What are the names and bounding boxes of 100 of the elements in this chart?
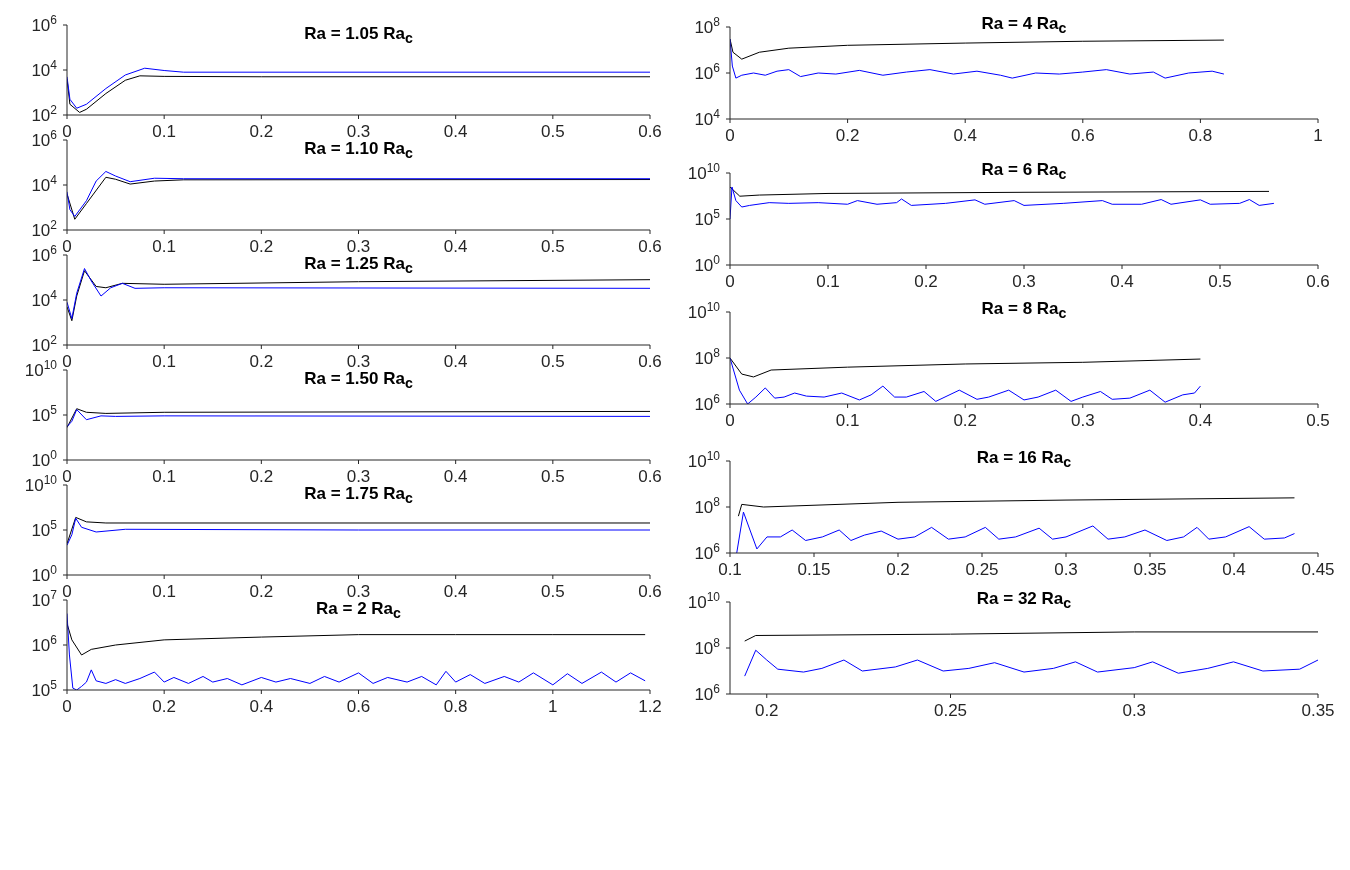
x-tick-label: 0.6 bbox=[1306, 272, 1330, 291]
x-tick-label: 0.4 bbox=[443, 467, 468, 486]
chart-title: Ra = 1.05 Ra$_{c}$ bbox=[303, 24, 414, 47]
chart-title: Ra = 1.75 Ra$_{c}$ bbox=[304, 484, 413, 507]
y-tick-label: 10$^{5}$ bbox=[694, 207, 721, 229]
x-tick-label: 0.5 bbox=[541, 582, 565, 601]
y-tick-label: 10$^{10}$ bbox=[687, 449, 721, 471]
x-tick-label: 0.3 bbox=[1054, 560, 1078, 579]
x-tick-label: 0.3 bbox=[346, 582, 371, 601]
y-tick-label: 10$^{6}$ bbox=[694, 61, 721, 83]
line-series bbox=[67, 623, 646, 656]
x-tick-label: 0.4 bbox=[1222, 560, 1246, 579]
y-tick-label: 10$^{5}$ bbox=[31, 678, 58, 700]
x-tick-label: 0.2 bbox=[249, 582, 274, 601]
chart-title: Ra = 6 Ra$_{c}$ bbox=[980, 160, 1068, 183]
y-tick-label: 10$^{4}$ bbox=[694, 107, 721, 129]
line-series bbox=[744, 649, 1318, 677]
x-tick-label: 0 bbox=[725, 272, 735, 291]
y-tick-label: 10$^{8}$ bbox=[694, 495, 721, 517]
x-tick-label: 0.3 bbox=[346, 237, 371, 256]
chart-title: Ra = 1.10 Ra$_{c}$ bbox=[304, 139, 413, 162]
x-tick-label: 0 bbox=[62, 467, 72, 486]
x-tick-label: 0.45 bbox=[1301, 560, 1335, 579]
line-series bbox=[730, 357, 1201, 378]
x-tick-label: 0.5 bbox=[1208, 272, 1232, 291]
x-tick-label: 0.2 bbox=[249, 237, 274, 256]
x-tick-label: 0.6 bbox=[638, 237, 662, 256]
y-tick-label: 10$^{2}$ bbox=[31, 103, 58, 125]
y-tick-label: 10$^{5}$ bbox=[31, 403, 58, 425]
x-tick-label: 0.1 bbox=[835, 411, 860, 430]
x-tick-label: 0.2 bbox=[953, 411, 978, 430]
x-tick-label: 0 bbox=[62, 352, 72, 371]
y-tick-label: 10$^{7}$ bbox=[31, 588, 58, 610]
x-tick-label: 0.4 bbox=[1110, 272, 1134, 291]
x-tick-label: 0.3 bbox=[346, 352, 371, 371]
y-tick-label: 10$^{0}$ bbox=[694, 253, 721, 275]
x-tick-label: 0 bbox=[62, 697, 72, 716]
y-tick-label: 10$^{5}$ bbox=[31, 518, 58, 540]
x-tick-label: 0.5 bbox=[1306, 411, 1330, 430]
x-tick-label: 0.2 bbox=[914, 272, 938, 291]
x-tick-label: 0.4 bbox=[953, 126, 978, 145]
x-tick-label: 0.1 bbox=[152, 122, 176, 141]
y-tick-label: 10$^{10}$ bbox=[24, 358, 58, 380]
y-tick-label: 10$^{10}$ bbox=[687, 161, 721, 183]
y-tick-label: 10$^{4}$ bbox=[31, 58, 58, 80]
line-series bbox=[744, 631, 1318, 642]
x-tick-label: 0.35 bbox=[1301, 701, 1335, 720]
x-tick-label: 1.2 bbox=[638, 697, 662, 716]
x-tick-label: 0.1 bbox=[152, 237, 176, 256]
chart-title: Ra = 4 Ra$_{c}$ bbox=[980, 14, 1068, 37]
x-tick-label: 0.1 bbox=[718, 560, 742, 579]
chart-title: Ra = 1.50 Ra$_{c}$ bbox=[304, 369, 413, 392]
y-tick-label: 10$^{8}$ bbox=[694, 636, 721, 658]
x-tick-label: 0.4 bbox=[1188, 411, 1213, 430]
y-tick-label: 10$^{6}$ bbox=[31, 243, 58, 265]
x-tick-label: 0.4 bbox=[443, 122, 468, 141]
line-series bbox=[67, 176, 650, 220]
line-series bbox=[730, 186, 1270, 197]
x-tick-label: 0.6 bbox=[638, 122, 662, 141]
x-tick-label: 0.4 bbox=[249, 697, 274, 716]
x-tick-label: 0.6 bbox=[638, 352, 662, 371]
y-tick-label: 10$^{4}$ bbox=[31, 288, 58, 310]
x-tick-label: 0.6 bbox=[346, 697, 371, 716]
y-tick-label: 10$^{6}$ bbox=[694, 682, 721, 704]
line-series bbox=[67, 170, 650, 217]
x-tick-label: 0.2 bbox=[249, 352, 274, 371]
x-tick-label: 0.6 bbox=[1070, 126, 1095, 145]
x-tick-label: 0.3 bbox=[346, 467, 371, 486]
y-tick-label: 10$^{2}$ bbox=[31, 333, 58, 355]
y-tick-label: 10$^{8}$ bbox=[694, 346, 721, 368]
chart-title: Ra = 1.25 Ra$_{c}$ bbox=[304, 254, 413, 277]
x-tick-label: 0.6 bbox=[638, 582, 662, 601]
x-tick-label: 0.3 bbox=[1070, 411, 1095, 430]
chart-title: Ra = 2 Ra$_{c}$ bbox=[316, 599, 401, 622]
x-tick-label: 0.25 bbox=[965, 560, 999, 579]
x-tick-label: 0.2 bbox=[835, 126, 860, 145]
chart-title: Ra = 16 Ra$_{c}$ bbox=[975, 448, 1073, 471]
line-series bbox=[737, 497, 1295, 517]
x-tick-label: 0 bbox=[725, 126, 735, 145]
x-tick-label: 0.4 bbox=[443, 582, 468, 601]
x-tick-label: 0 bbox=[725, 411, 735, 430]
y-tick-label: 10$^{6}$ bbox=[31, 633, 58, 655]
line-series bbox=[736, 511, 1295, 553]
x-tick-label: 0.2 bbox=[249, 467, 274, 486]
y-tick-label: 10$^{6}$ bbox=[31, 13, 58, 35]
x-tick-label: 0.2 bbox=[249, 122, 274, 141]
y-tick-label: 10$^{10}$ bbox=[24, 473, 58, 495]
x-tick-label: 0.25 bbox=[933, 701, 968, 720]
y-tick-label: 10$^{2}$ bbox=[31, 218, 58, 240]
x-tick-label: 0.2 bbox=[152, 697, 176, 716]
x-tick-label: 0.1 bbox=[152, 467, 176, 486]
x-tick-label: 0.5 bbox=[541, 237, 565, 256]
x-tick-label: 0.5 bbox=[541, 467, 565, 486]
x-tick-label: 0.8 bbox=[1188, 126, 1213, 145]
x-tick-label: 0.6 bbox=[638, 467, 662, 486]
x-tick-label: 0.1 bbox=[152, 582, 176, 601]
x-tick-label: 0.15 bbox=[797, 560, 831, 579]
x-tick-label: 0 bbox=[62, 122, 72, 141]
chart-title: Ra = 32 Ra$_{c}$ bbox=[975, 589, 1073, 612]
x-tick-label: 0.1 bbox=[152, 352, 176, 371]
